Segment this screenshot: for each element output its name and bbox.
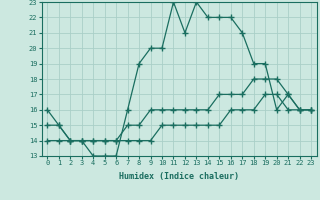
X-axis label: Humidex (Indice chaleur): Humidex (Indice chaleur) [119, 172, 239, 181]
